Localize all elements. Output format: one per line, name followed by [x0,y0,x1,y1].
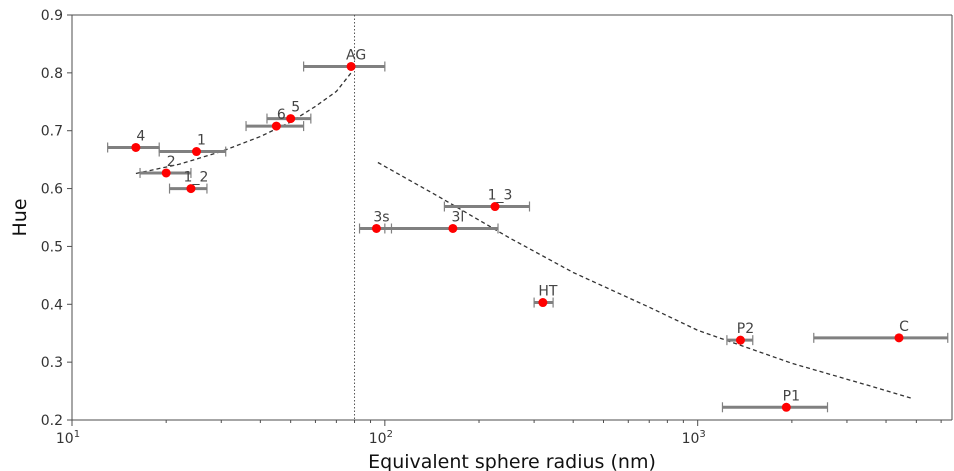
point-label: P1 [783,388,800,404]
data-point [191,147,201,157]
data-point [538,298,548,308]
data-point [490,202,500,212]
point-label: 6 [277,107,286,123]
data-point [735,335,745,345]
data-point [346,61,356,71]
point-label: P2 [737,321,754,337]
fit-curve [135,72,352,175]
point-label: C [899,319,909,335]
data-point [894,333,904,343]
y-tick-label: 0.6 [41,182,63,198]
data-point [271,121,281,131]
point-label: 1_3 [488,188,513,204]
x-tick-label: 103 [682,429,706,447]
plot-area: 4 1 2 1_2 6 5 AG 3s 3l 1_3 HT P2 C P1 [107,15,949,420]
data-point [161,168,171,178]
y-tick-label: 0.7 [41,124,63,140]
data-point [448,223,458,233]
y-tick-label: 0.3 [41,355,63,371]
y-axis-label: Hue [9,198,31,236]
point-label: 2 [167,154,176,170]
y-tick-label: 0.8 [41,66,63,82]
data-point [131,142,141,152]
y-tick-label: 0.2 [41,413,63,429]
point-label: 3l [451,209,464,225]
y-tick-label: 0.9 [41,8,63,24]
data-point [286,114,296,124]
point-label: AG [346,47,366,63]
x-tick-label: 102 [369,429,393,447]
x-tick-label: 101 [56,429,80,447]
point-label: 1_2 [184,170,209,186]
data-point [781,402,791,412]
data-point [186,184,196,194]
point-label: 4 [136,128,145,144]
data-point [371,223,381,233]
point-label: 1 [197,133,206,149]
point-label: 5 [291,100,300,116]
point-label: HT [538,284,558,300]
point-label: 3s [373,209,389,225]
ticks: 0.2 0.3 0.4 0.5 0.6 0.7 0.8 0.9 101 102 103 [41,8,942,447]
fit-curve [377,161,911,399]
y-tick-label: 0.4 [41,297,63,313]
x-axis-label: Equivalent sphere radius (nm) [368,451,656,471]
y-tick-label: 0.5 [41,239,63,255]
